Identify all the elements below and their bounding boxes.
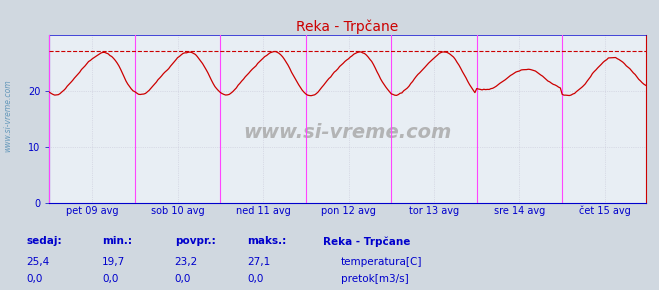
Text: 0,0: 0,0 [247,274,264,284]
Text: 25,4: 25,4 [26,257,49,267]
Text: www.si-vreme.com: www.si-vreme.com [243,123,452,142]
Text: temperatura[C]: temperatura[C] [341,257,422,267]
Text: 0,0: 0,0 [26,274,43,284]
Text: 0,0: 0,0 [102,274,119,284]
Text: 0,0: 0,0 [175,274,191,284]
Text: 27,1: 27,1 [247,257,270,267]
Text: maks.:: maks.: [247,236,287,246]
Text: sedaj:: sedaj: [26,236,62,246]
Text: povpr.:: povpr.: [175,236,215,246]
Text: 19,7: 19,7 [102,257,125,267]
Text: 23,2: 23,2 [175,257,198,267]
Text: Reka - Trpčane: Reka - Trpčane [323,236,411,247]
Text: pretok[m3/s]: pretok[m3/s] [341,274,409,284]
Title: Reka - Trpčane: Reka - Trpčane [297,19,399,34]
Text: www.si-vreme.com: www.si-vreme.com [3,80,13,152]
Text: min.:: min.: [102,236,132,246]
